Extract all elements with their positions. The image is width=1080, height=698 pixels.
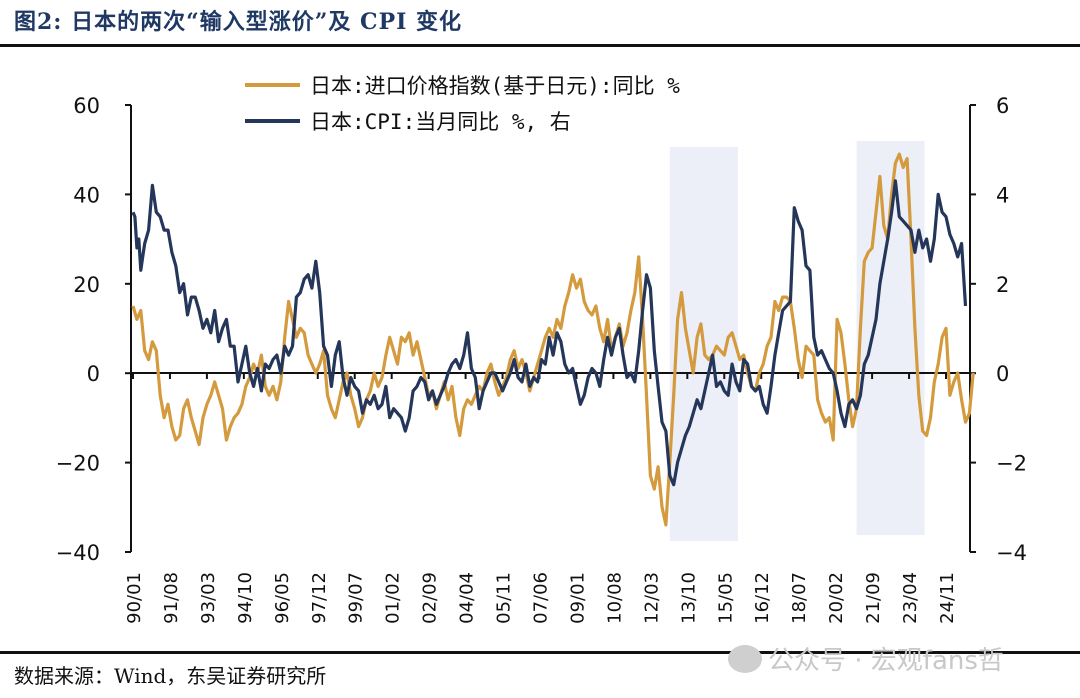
x-tick-label: 24/11 [937, 572, 958, 624]
figure-title: 图2: 日本的两次“输入型涨价”及 CPI 变化 [14, 9, 463, 35]
right-tick-label: 6 [996, 94, 1009, 118]
x-tick-label: 94/10 [235, 572, 256, 624]
series-line-import-price [131, 152, 975, 527]
x-tick-label: 97/12 [309, 572, 330, 624]
x-tick-label: 91/08 [161, 572, 182, 624]
right-tick-label: −4 [996, 541, 1027, 565]
x-tick-label: 09/01 [567, 572, 588, 624]
left-tick-label: 20 [73, 273, 100, 297]
legend-label-import: 日本:进口价格指数(基于日元):同比 % [310, 74, 680, 98]
x-tick-label: 01/02 [383, 572, 404, 624]
legend-label-cpi: 日本:CPI:当月同比 %, 右 [310, 110, 571, 134]
x-tick-label: 07/06 [531, 572, 552, 624]
series-line-cpi [131, 179, 968, 487]
x-tick-label: 12/03 [641, 572, 662, 624]
legend: 日本:进口价格指数(基于日元):同比 % 日本:CPI:当月同比 %, 右 [245, 74, 680, 134]
x-tick-label: 13/10 [678, 572, 699, 624]
x-tick-label: 23/04 [900, 572, 921, 624]
watermark-text: 公众号 · 宏观fans哲 [768, 646, 1004, 676]
x-tick-label: 99/07 [346, 572, 367, 624]
left-tick-label: −40 [56, 541, 100, 565]
wechat-icon [728, 644, 762, 673]
x-tick-label: 15/05 [715, 572, 736, 624]
left-tick-label: 60 [73, 94, 100, 118]
right-tick-label: −2 [996, 452, 1027, 476]
top-rule [0, 44, 1080, 47]
right-tick-label: 0 [996, 362, 1009, 386]
right-tick-label: 2 [996, 273, 1009, 297]
x-tick-label: 90/01 [124, 572, 145, 624]
x-tick-label: 16/12 [752, 572, 773, 624]
x-tick-label: 02/09 [420, 572, 441, 624]
source-note: 数据来源：Wind，东吴证券研究所 [14, 664, 327, 688]
watermark: 公众号 · 宏观fans哲 [728, 640, 1004, 677]
x-tick-label: 93/03 [198, 572, 219, 624]
x-tick-label: 18/07 [789, 572, 810, 624]
x-tick-label: 21/09 [863, 572, 884, 624]
x-tick-label: 05/11 [494, 572, 515, 624]
left-tick-label: 40 [73, 183, 100, 207]
bottom-rule [0, 651, 1080, 654]
left-tick-label: 0 [87, 362, 100, 386]
x-tick-label: 10/08 [604, 572, 625, 624]
right-tick-label: 4 [996, 183, 1009, 207]
left-tick-label: −20 [56, 452, 100, 476]
x-tick-label: 96/05 [272, 572, 293, 624]
x-tick-label: 20/02 [826, 572, 847, 624]
x-tick-label: 04/04 [457, 572, 478, 624]
